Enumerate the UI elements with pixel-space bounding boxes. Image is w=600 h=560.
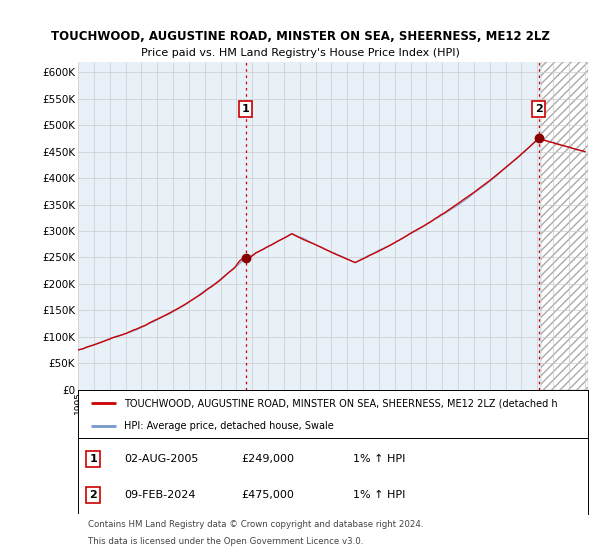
Text: 1: 1	[89, 454, 97, 464]
Text: Contains HM Land Registry data © Crown copyright and database right 2024.: Contains HM Land Registry data © Crown c…	[88, 520, 424, 529]
Text: £475,000: £475,000	[241, 490, 294, 500]
Text: 1% ↑ HPI: 1% ↑ HPI	[353, 454, 406, 464]
Text: £249,000: £249,000	[241, 454, 294, 464]
Text: 09-FEB-2024: 09-FEB-2024	[124, 490, 196, 500]
Text: 02-AUG-2005: 02-AUG-2005	[124, 454, 198, 464]
Text: This data is licensed under the Open Government Licence v3.0.: This data is licensed under the Open Gov…	[88, 538, 364, 547]
Text: 1: 1	[242, 104, 250, 114]
Text: 2: 2	[89, 490, 97, 500]
Text: Price paid vs. HM Land Registry's House Price Index (HPI): Price paid vs. HM Land Registry's House …	[140, 48, 460, 58]
Text: TOUCHWOOD, AUGUSTINE ROAD, MINSTER ON SEA, SHEERNESS, ME12 2LZ: TOUCHWOOD, AUGUSTINE ROAD, MINSTER ON SE…	[50, 30, 550, 43]
Text: HPI: Average price, detached house, Swale: HPI: Average price, detached house, Swal…	[124, 421, 334, 431]
Text: TOUCHWOOD, AUGUSTINE ROAD, MINSTER ON SEA, SHEERNESS, ME12 2LZ (detached h: TOUCHWOOD, AUGUSTINE ROAD, MINSTER ON SE…	[124, 398, 557, 408]
Text: 1% ↑ HPI: 1% ↑ HPI	[353, 490, 406, 500]
Text: 2: 2	[535, 104, 542, 114]
